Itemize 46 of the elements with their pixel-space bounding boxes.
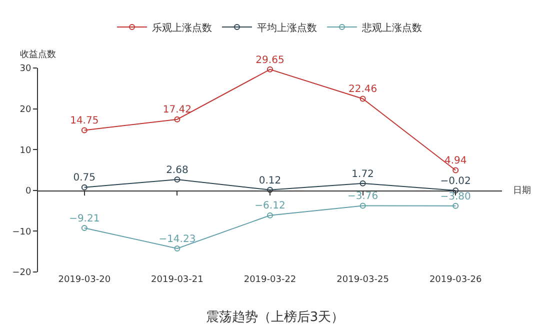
data-label: 17.42 [162,104,192,116]
data-label: −9.21 [69,213,100,224]
point [174,176,180,182]
point [267,212,273,218]
data-label: 2.68 [166,164,188,176]
data-label: −3.80 [440,191,471,202]
data-label: −14.23 [158,234,196,245]
x-tick-label: 2019-03-25 [336,275,389,285]
point [81,224,88,231]
y-tick-label: −20 [12,268,32,278]
data-label: −6.12 [254,200,286,212]
y-tick-label: 20 [20,104,32,115]
point [267,186,273,193]
point [452,202,459,209]
data-label: 22.46 [348,84,378,96]
legend-label: 乐观上涨点数 [152,22,212,34]
point [360,202,366,209]
data-label: 14.75 [70,116,99,127]
data-label: −3.76 [347,191,378,202]
point [452,167,459,174]
data-label: 4.94 [444,156,467,167]
data-label: 1.72 [352,168,374,180]
point [267,66,273,72]
y-tick-label: −10 [12,227,32,238]
point [81,127,88,134]
data-label: 0.12 [258,175,282,186]
point [81,184,88,190]
y-axis-title: 收益点数 [20,49,56,60]
x-tick-label: 2019-03-26 [429,275,482,285]
legend-label: 平均上涨点数 [257,22,317,34]
y-tick-label: 10 [20,146,32,156]
legend-label: 悲观上涨点数 [361,22,422,34]
y-tick-label: 30 [20,64,32,74]
data-label: −0.02 [440,176,471,187]
data-label: 29.65 [256,54,284,66]
x-tick-label: 2019-03-21 [151,275,204,285]
point [174,116,180,122]
point [360,96,366,102]
x-axis-title: 日期 [513,185,531,196]
x-tick-label: 2019-03-20 [58,275,111,285]
point [360,180,366,186]
text: 震荡趋势（上榜后3天） [206,310,344,326]
y-tick-label: 0 [25,186,32,197]
x-tick-label: 2019-03-22 [244,275,296,285]
point [174,245,180,252]
data-label: 0.75 [73,172,96,184]
